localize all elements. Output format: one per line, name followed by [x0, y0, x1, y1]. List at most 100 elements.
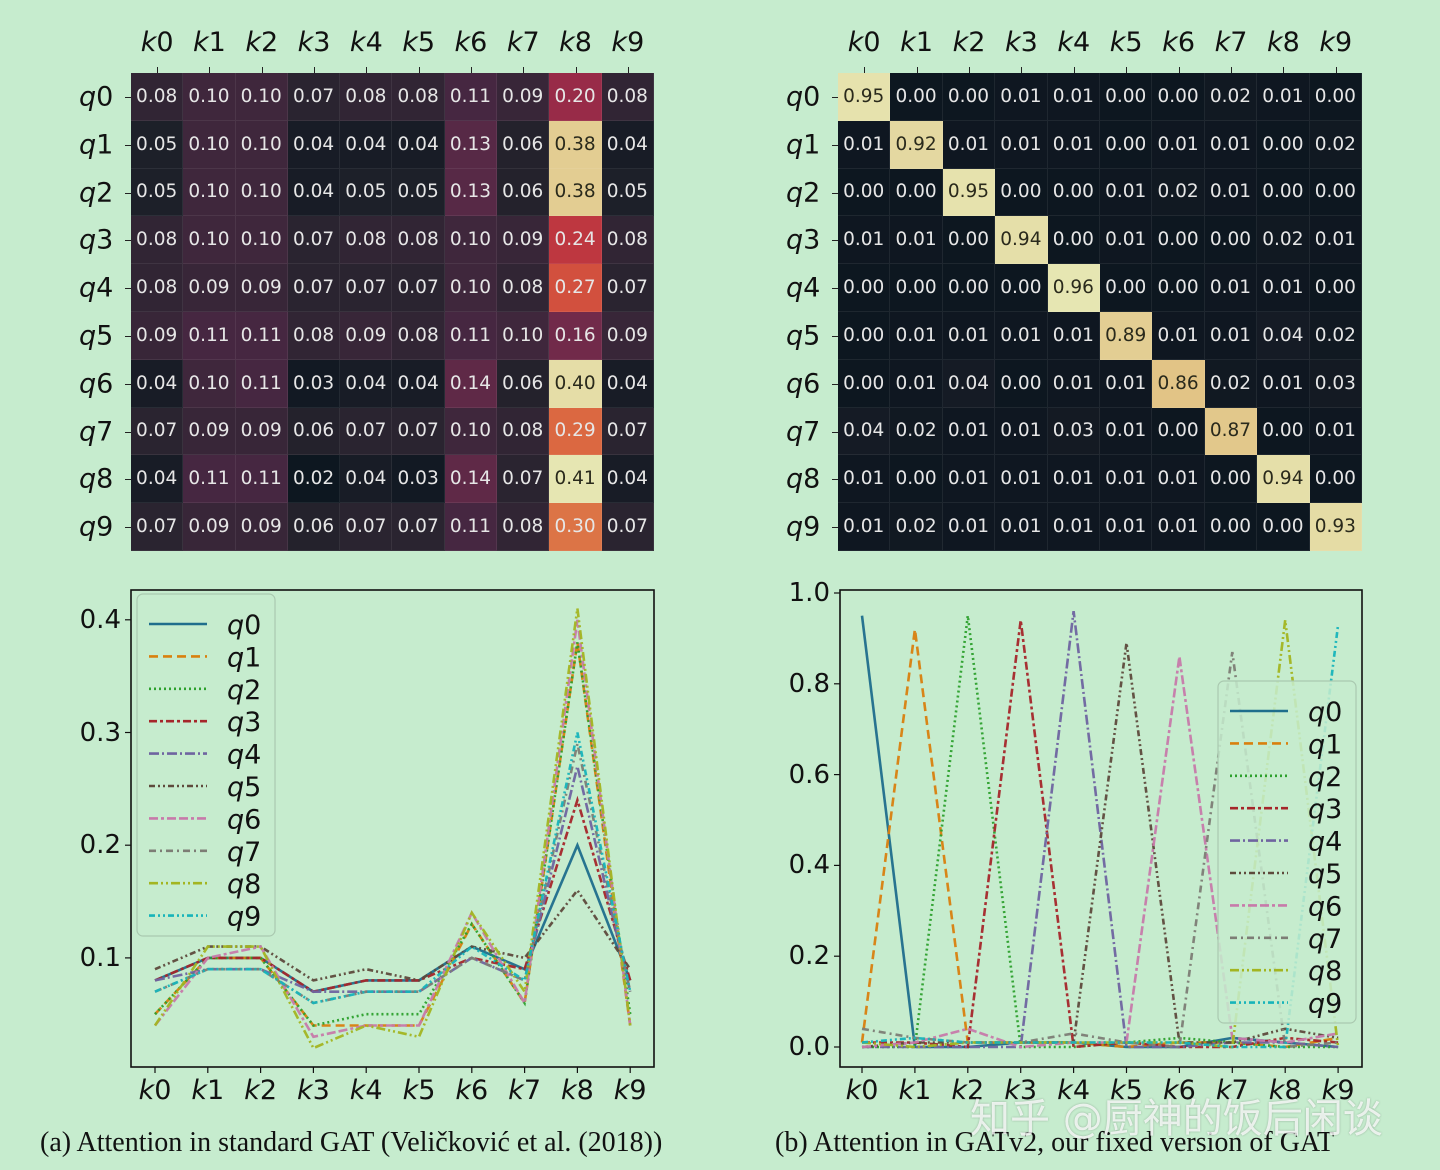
- legend-label: q5: [227, 772, 261, 803]
- heatmap-cell: 0.01: [1152, 503, 1205, 551]
- heatmap-cell: 0.09: [183, 503, 236, 551]
- tick-mark: [125, 288, 131, 290]
- legend-label: q3: [227, 707, 261, 738]
- heatmap-cell: 0.00: [1152, 73, 1205, 121]
- heatmap-cell: 0.04: [287, 120, 341, 169]
- column-label: k7: [506, 27, 540, 58]
- x-tick-label: k9: [613, 1075, 647, 1106]
- tick-mark: [209, 67, 211, 73]
- heatmap-cell: 0.07: [287, 216, 341, 265]
- heatmap-cell: 0.06: [497, 120, 550, 169]
- heatmap-cell: 0.10: [235, 73, 288, 121]
- heatmap-cell: 0.01: [838, 503, 891, 551]
- heatmap-cell: 0.00: [838, 264, 891, 312]
- tick-mark: [832, 479, 838, 481]
- heatmap-cell: 0.08: [392, 73, 445, 121]
- tick-mark: [125, 240, 131, 242]
- heatmap-cell: 0.04: [1257, 311, 1310, 360]
- heatmap-cell: 0.27: [549, 264, 602, 312]
- heatmap-cell: 0.10: [183, 359, 236, 408]
- heatmap-cell: 0.01: [1047, 120, 1100, 169]
- row-label: q4: [79, 272, 114, 304]
- series-q6: [153, 619, 632, 1039]
- legend-label: q4: [1308, 827, 1342, 858]
- heatmap-cell: 0.01: [942, 407, 996, 456]
- heatmap-cell: 0.89: [1100, 311, 1153, 360]
- heatmap-cell: 0.14: [444, 455, 498, 504]
- legend-label: q1: [1308, 729, 1342, 760]
- x-tick-label: k0: [845, 1075, 879, 1106]
- heatmap-cell: 0.01: [995, 311, 1048, 360]
- tick-mark: [832, 240, 838, 242]
- heatmap-cell: 0.20: [549, 73, 602, 121]
- heatmap-cell: 0.02: [890, 503, 943, 551]
- heatmap-cell: 0.13: [444, 120, 498, 169]
- tick-mark: [1021, 67, 1023, 73]
- x-tick-label: k0: [138, 1075, 172, 1106]
- heatmap-cell: 0.06: [497, 359, 550, 408]
- heatmap-cell: 0.16: [549, 311, 602, 360]
- heatmap-cell: 0.01: [1204, 120, 1258, 169]
- heatmap-cell: 0.04: [340, 455, 393, 504]
- heatmap-cell: 0.00: [1257, 168, 1310, 217]
- tick-mark: [832, 431, 838, 433]
- tick-mark: [366, 67, 368, 73]
- heatmap-cell: 0.00: [838, 168, 891, 217]
- column-label: k6: [454, 27, 488, 58]
- tick-mark: [627, 67, 629, 73]
- heatmap-cell: 0.01: [1047, 503, 1100, 551]
- heatmap-cell: 0.01: [1047, 311, 1100, 360]
- column-label: k4: [1057, 27, 1091, 58]
- heatmap-cell: 0.00: [1152, 264, 1205, 312]
- heatmap-cell: 0.00: [890, 264, 943, 312]
- tick-mark: [125, 335, 131, 337]
- tick-mark: [1335, 67, 1337, 73]
- caption-a: (a) Attention in standard GAT (Veličkovi…: [40, 1127, 663, 1158]
- heatmap-cell: 0.00: [1309, 168, 1362, 217]
- heatmap-cell: 0.11: [235, 359, 288, 408]
- row-label: q1: [786, 129, 821, 161]
- heatmap-cell: 0.07: [392, 264, 445, 312]
- heatmap-cell: 0.09: [497, 73, 550, 121]
- heatmap-cell: 0.00: [942, 216, 996, 265]
- heatmap-cell: 0.11: [183, 455, 236, 504]
- heatmap-cell: 0.01: [1204, 311, 1258, 360]
- heatmap-cell: 0.09: [601, 311, 654, 360]
- heatmap-cell: 0.93: [1309, 503, 1362, 551]
- heatmap-cell: 0.08: [287, 311, 341, 360]
- heatmap-cell: 0.07: [287, 73, 341, 121]
- legend-label: q8: [227, 869, 261, 900]
- row-label: q6: [786, 368, 821, 400]
- heatmap-cell: 0.01: [995, 407, 1048, 456]
- heatmap-cell: 0.08: [131, 216, 184, 265]
- heatmap-cell: 0.07: [340, 264, 393, 312]
- column-label: k6: [1162, 27, 1196, 58]
- heatmap-cell: 0.95: [942, 168, 996, 217]
- row-label: q0: [79, 81, 114, 113]
- tick-mark: [832, 288, 838, 290]
- row-label: q3: [79, 224, 114, 256]
- tick-mark: [125, 527, 131, 529]
- heatmap-cell: 0.08: [601, 216, 654, 265]
- x-tick-label: k8: [1268, 1075, 1302, 1106]
- heatmap-cell: 0.01: [1204, 168, 1258, 217]
- tick-mark: [832, 144, 838, 146]
- heatmap-cell: 0.01: [995, 120, 1048, 169]
- heatmap-cell: 0.01: [1100, 168, 1153, 217]
- heatmap-cell: 0.01: [838, 216, 891, 265]
- heatmap-cell: 0.07: [340, 407, 393, 456]
- heatmap-cell: 0.00: [1152, 216, 1205, 265]
- heatmap-cell: 0.00: [1257, 503, 1310, 551]
- tick-mark: [418, 67, 420, 73]
- heatmap-cell: 0.24: [549, 216, 602, 265]
- legend-label: q7: [1308, 924, 1342, 955]
- tick-mark: [470, 67, 472, 73]
- heatmap-cell: 0.01: [995, 455, 1048, 504]
- heatmap-cell: 0.01: [1257, 264, 1310, 312]
- heatmap-cell: 0.08: [340, 216, 393, 265]
- heatmap-cell: 0.04: [601, 455, 654, 504]
- y-tick-label: 0.1: [79, 942, 121, 973]
- heatmap-cell: 0.01: [1047, 73, 1100, 121]
- tick-mark: [1178, 67, 1180, 73]
- x-tick-label: k6: [455, 1075, 489, 1106]
